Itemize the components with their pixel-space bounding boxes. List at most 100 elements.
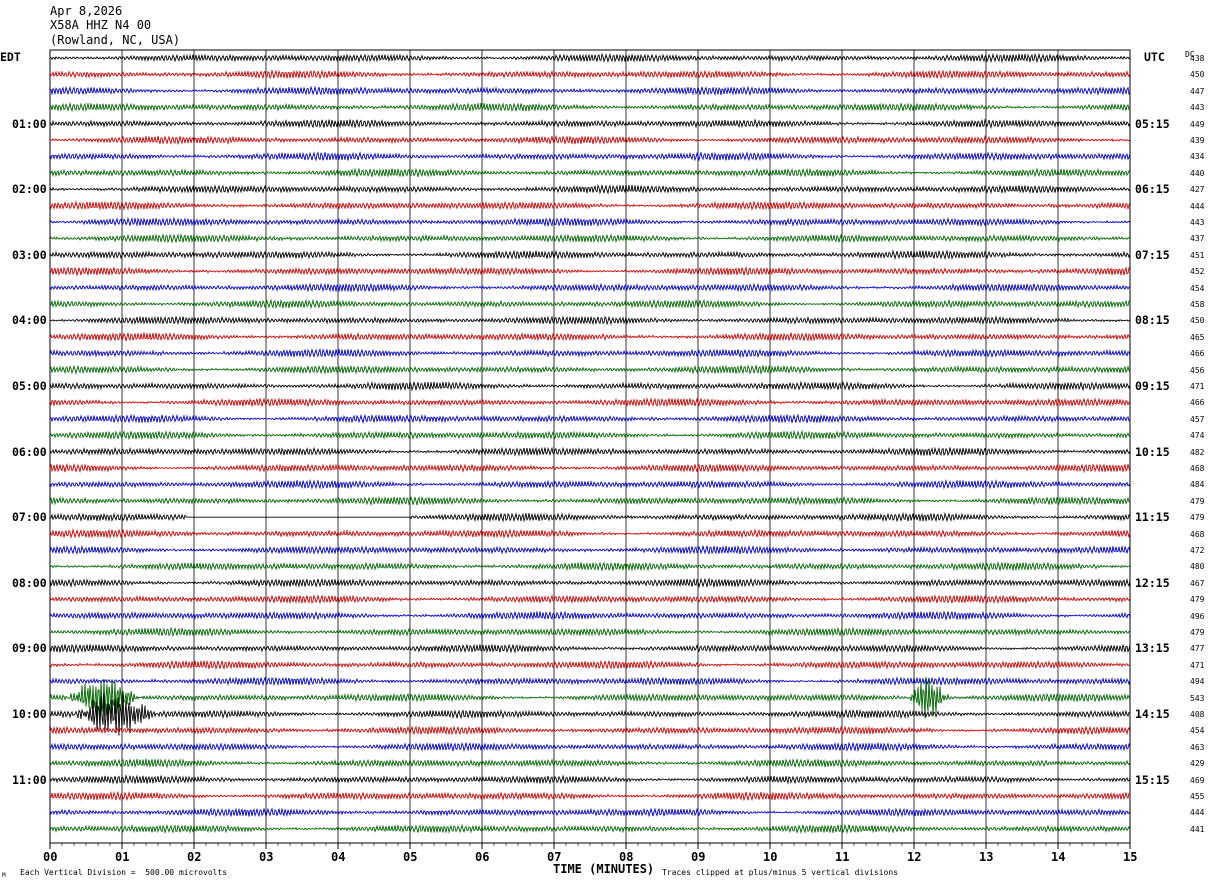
left-hour-label: 03:00 [12,247,47,262]
right-hour-label: 05:15 [1135,116,1170,131]
trace-row-29 [49,528,1131,539]
left-hour-label: 05:00 [12,379,47,393]
dc-offset-label: 443 [1190,218,1205,227]
dc-offset-label: 468 [1190,529,1205,539]
dc-offset-label: 408 [1190,710,1205,719]
x-tick-label: 15 [1123,850,1138,864]
x-tick-label: 10 [763,850,778,864]
trace-row-40 [49,692,1130,736]
dc-offset-label: 471 [1190,382,1205,391]
plot-frame [49,49,1131,844]
dc-offset-label: 484 [1190,480,1205,490]
dc-offset-label: 450 [1190,70,1205,80]
dc-offset-label: 466 [1190,349,1205,359]
dc-offset-label: 479 [1190,628,1205,637]
left-hour-label: 08:00 [12,575,47,590]
trace-row-14 [49,282,1131,293]
dc-offset-label: 439 [1190,136,1205,145]
dc-offset-label: 479 [1190,496,1205,506]
dc-offset-label: 471 [1190,660,1205,670]
x-axis-title: TIME (MINUTES) [553,862,655,876]
dc-offset-label: 467 [1190,578,1205,588]
dc-offset-label: 440 [1190,168,1205,178]
dc-offset-label: 456 [1190,365,1205,375]
header-date: Apr 8,2026 [50,4,123,18]
dc-offset-label: 455 [1190,792,1205,801]
trace-row-16 [49,315,1131,326]
right-hour-label: 09:15 [1135,379,1170,393]
left-hour-label: 04:00 [12,313,47,328]
trace-row-11 [49,233,1131,244]
right-hour-label: 12:15 [1135,575,1170,590]
trace-row-12 [49,249,1131,261]
trace-row-35 [49,626,1131,638]
x-tick-label: 09 [691,850,706,864]
left-hour-label: 06:00 [12,444,47,459]
trace-row-44 [49,774,1131,785]
x-tick-label: 12 [907,850,922,864]
trace-row-10 [49,216,1131,228]
dc-offset-label: 454 [1190,283,1205,293]
dc-offset-label: 449 [1190,119,1205,129]
left-hour-label: 09:00 [12,641,47,656]
trace-row-13 [49,265,1131,277]
trace-row-0 [49,52,1131,64]
dc-offset-label: 437 [1190,234,1205,244]
dc-offset-label: 479 [1190,595,1205,605]
trace-row-39 [49,676,1131,719]
left-hour-label: 02:00 [12,182,47,197]
x-tick-label: 00 [43,850,58,864]
trace-row-31 [49,561,1131,572]
trace-row-42 [49,741,1131,753]
scale-note: Each Vertical Division = 500.00 microvol… [20,868,228,877]
trace-row-30 [49,544,1131,556]
trace-row-27 [49,495,1131,507]
x-tick-label: 07 [547,850,562,864]
right-hour-label: 08:15 [1135,313,1170,328]
right-hour-label: 13:15 [1135,641,1170,656]
trace-row-17 [49,331,1131,343]
x-tick-label: 03 [259,850,274,864]
trace-row-32 [49,577,1131,589]
trace-row-37 [49,659,1131,671]
dc-offset-label: 465 [1190,332,1205,342]
dc-offset-label: 479 [1190,513,1205,523]
right-hour-label: 15:15 [1135,772,1170,787]
trace-row-25 [49,463,1131,474]
trace-row-33 [49,593,1131,605]
trace-row-6 [49,151,1131,162]
right-hour-label: 14:15 [1135,707,1170,721]
trace-row-8 [49,184,1131,195]
trace-row-22 [49,413,1131,425]
x-tick-label: 11 [835,850,850,864]
left-timezone-label: EDT [0,50,21,64]
right-hour-label: 06:15 [1135,182,1170,197]
dc-offset-label: 444 [1190,201,1205,211]
dc-offset-label: 458 [1190,300,1205,309]
dc-offset-label: 427 [1190,185,1205,195]
trace-row-45 [49,790,1131,802]
x-tick-label: 08 [619,850,634,864]
trace-row-34 [49,610,1131,622]
dc-offset-label: 469 [1190,775,1205,785]
dc-offset-label: 454 [1190,726,1205,736]
dc-offset-label: 438 [1190,54,1205,63]
x-tick-label: 06 [475,850,490,864]
dc-label: DC [1185,50,1195,59]
dc-offset-label: 441 [1190,824,1205,834]
trace-row-28 [49,511,1131,523]
trace-row-18 [49,347,1131,359]
trace-row-43 [49,758,1131,769]
right-hour-label: 11:15 [1135,510,1170,525]
dc-offset-label: 466 [1190,398,1205,408]
dc-offset-label: 457 [1190,414,1205,424]
trace-row-24 [49,446,1131,457]
trace-row-19 [49,364,1131,375]
trace-row-15 [49,298,1131,310]
header-station: X58A HHZ N4 00 [50,18,152,32]
trace-row-38 [49,675,1131,687]
header-location: (Rowland, NC, USA) [50,33,181,47]
left-hour-label: 07:00 [12,510,47,525]
x-tick-label: 14 [1051,850,1066,864]
